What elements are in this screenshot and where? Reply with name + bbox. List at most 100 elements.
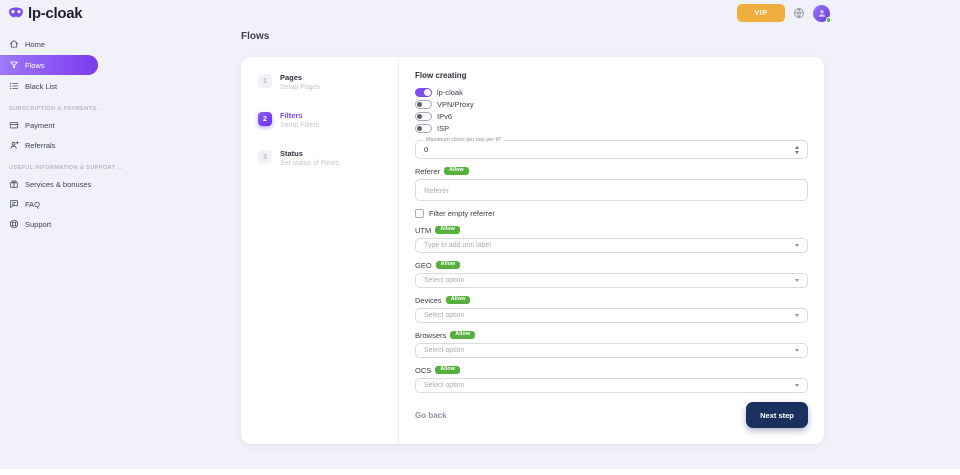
sidebar-item-support[interactable]: Support [0,214,98,234]
allow-badge: Allow [445,295,471,305]
page-title: Flows [241,31,270,42]
toggle-label: IPv6 [437,111,453,121]
add-user-icon [10,141,19,149]
devices-label-row: Devices Allow [415,295,808,305]
brand-logo[interactable]: lp-cloak [8,4,83,22]
referer-input[interactable] [415,179,808,201]
form-title: Flow creating [415,71,467,80]
toggle-ipv6[interactable]: IPv6 [415,110,808,122]
step-title: Pages [280,73,303,82]
filters-form: Flow creating lp-cloak VPN/Proxy IPv6 IS… [399,57,824,444]
toggle-switch-off-icon [415,111,432,121]
allow-badge: Allow [435,260,461,270]
select-placeholder: Select option [424,382,465,389]
filter-empty-referrer-checkbox[interactable]: Filter empty referrer [415,208,808,218]
allow-badge: Allow [444,166,469,176]
toggle-vpn-proxy[interactable]: VPN/Proxy [415,98,808,110]
home-icon [9,40,19,48]
select-placeholder: Type to add utm label [424,242,491,249]
sidebar-item-referrals[interactable]: Referrals [0,135,98,155]
geo-select[interactable]: Select option [415,273,808,288]
sidebar-item-label: Payment [25,120,55,130]
select-placeholder: Select option [424,312,465,319]
sidebar-section-support: USEFUL INFORMATION & SUPPORT [9,165,116,171]
credit-card-icon [9,122,19,129]
sidebar-item-label: Support [25,219,52,229]
geo-label: GEO [415,260,432,270]
utm-select[interactable]: Type to add utm label [415,238,808,253]
form-footer: Go back Next step [415,402,808,428]
mask-logo-icon [9,7,23,18]
step-filters[interactable]: 2 Filters Setup Filters [258,111,398,129]
sidebar: Home Flows Black List SUBSCRIPTION & PAY… [0,34,116,234]
browsers-label: Browsers [415,330,447,340]
checkbox-label: Filter empty referrer [429,208,495,218]
step-number: 3 [258,150,272,164]
toggle-isp[interactable]: ISP [415,122,808,134]
number-stepper-icon[interactable] [795,145,799,154]
toggle-switch-off-icon [415,123,432,133]
sidebar-section-subscription: SUBSCRIPTION & PAYMENTS [9,106,97,112]
list-icon [10,82,19,90]
step-title: Status [280,149,303,158]
sidebar-item-services-bonuses[interactable]: Services & bonuses [0,174,98,194]
referer-label: Referer [415,166,441,176]
step-subtitle: Setup Pages [280,84,321,91]
utm-label: UTM [415,225,432,235]
chevron-down-icon [795,384,799,387]
step-text: Filters Setup Filters [280,111,319,129]
brand-name: lp-cloak [28,4,83,22]
sidebar-item-faq[interactable]: FAQ [0,194,98,214]
topbar: lp-cloak VIP [0,0,960,24]
flow-creation-card: 1 Pages Setup Pages 2 Filters Setup Filt… [241,57,824,444]
ocs-label-row: OCS Allow [415,365,808,375]
browsers-label-row: Browsers Allow [415,330,808,340]
step-number: 1 [258,74,272,88]
browsers-select[interactable]: Select option [415,343,808,358]
sidebar-item-payment[interactable]: Payment [0,115,98,135]
next-step-button[interactable]: Next step [746,402,808,428]
toggle-lp-cloak[interactable]: lp-cloak [415,86,808,98]
allow-badge: Allow [435,225,460,235]
vip-button[interactable]: VIP [737,4,785,22]
step-number: 2 [258,112,272,126]
toggle-label: lp-cloak [437,87,463,97]
ocs-label: OCS [415,365,432,375]
chat-icon [10,200,18,208]
devices-select[interactable]: Select option [415,308,808,323]
bottom-strip [0,469,960,475]
language-globe-icon[interactable] [793,7,805,19]
sidebar-item-label: Home [25,39,46,49]
step-text: Pages Setup Pages [280,73,320,91]
toggle-label: VPN/Proxy [437,99,474,109]
sidebar-item-label: Referrals [25,140,56,150]
allow-badge: Allow [435,365,460,375]
sidebar-item-label: Services & bonuses [25,179,92,189]
checkbox-icon [415,208,424,218]
flows-icon [10,61,18,69]
go-back-button[interactable]: Go back [415,410,447,420]
chevron-down-icon [795,244,799,247]
ocs-select[interactable]: Select option [415,378,808,393]
online-status-dot [825,17,831,23]
user-avatar[interactable] [813,4,831,23]
step-status[interactable]: 3 Status Set status of Flows [258,149,398,167]
select-placeholder: Select option [424,347,465,354]
sidebar-item-home[interactable]: Home [0,34,98,54]
step-text: Status Set status of Flows [280,149,339,167]
sidebar-item-flows[interactable]: Flows [0,55,98,75]
max-clicks-input[interactable] [424,145,795,154]
step-subtitle: Setup Filters [280,122,320,129]
max-clicks-field: Maximum clicks per day per IP [415,137,808,159]
utm-label-row: UTM Allow [415,225,808,235]
sidebar-item-label: FAQ [25,199,41,209]
chevron-down-icon [795,279,799,282]
avatar-person-icon [818,10,825,17]
step-pages[interactable]: 1 Pages Setup Pages [258,73,398,91]
step-subtitle: Set status of Flows [280,160,340,167]
toggle-switch-on-icon [415,87,432,97]
toggle-switch-off-icon [415,99,432,109]
select-placeholder: Select option [424,277,465,284]
sidebar-item-black-list[interactable]: Black List [0,76,98,96]
topbar-actions: VIP [737,4,831,23]
